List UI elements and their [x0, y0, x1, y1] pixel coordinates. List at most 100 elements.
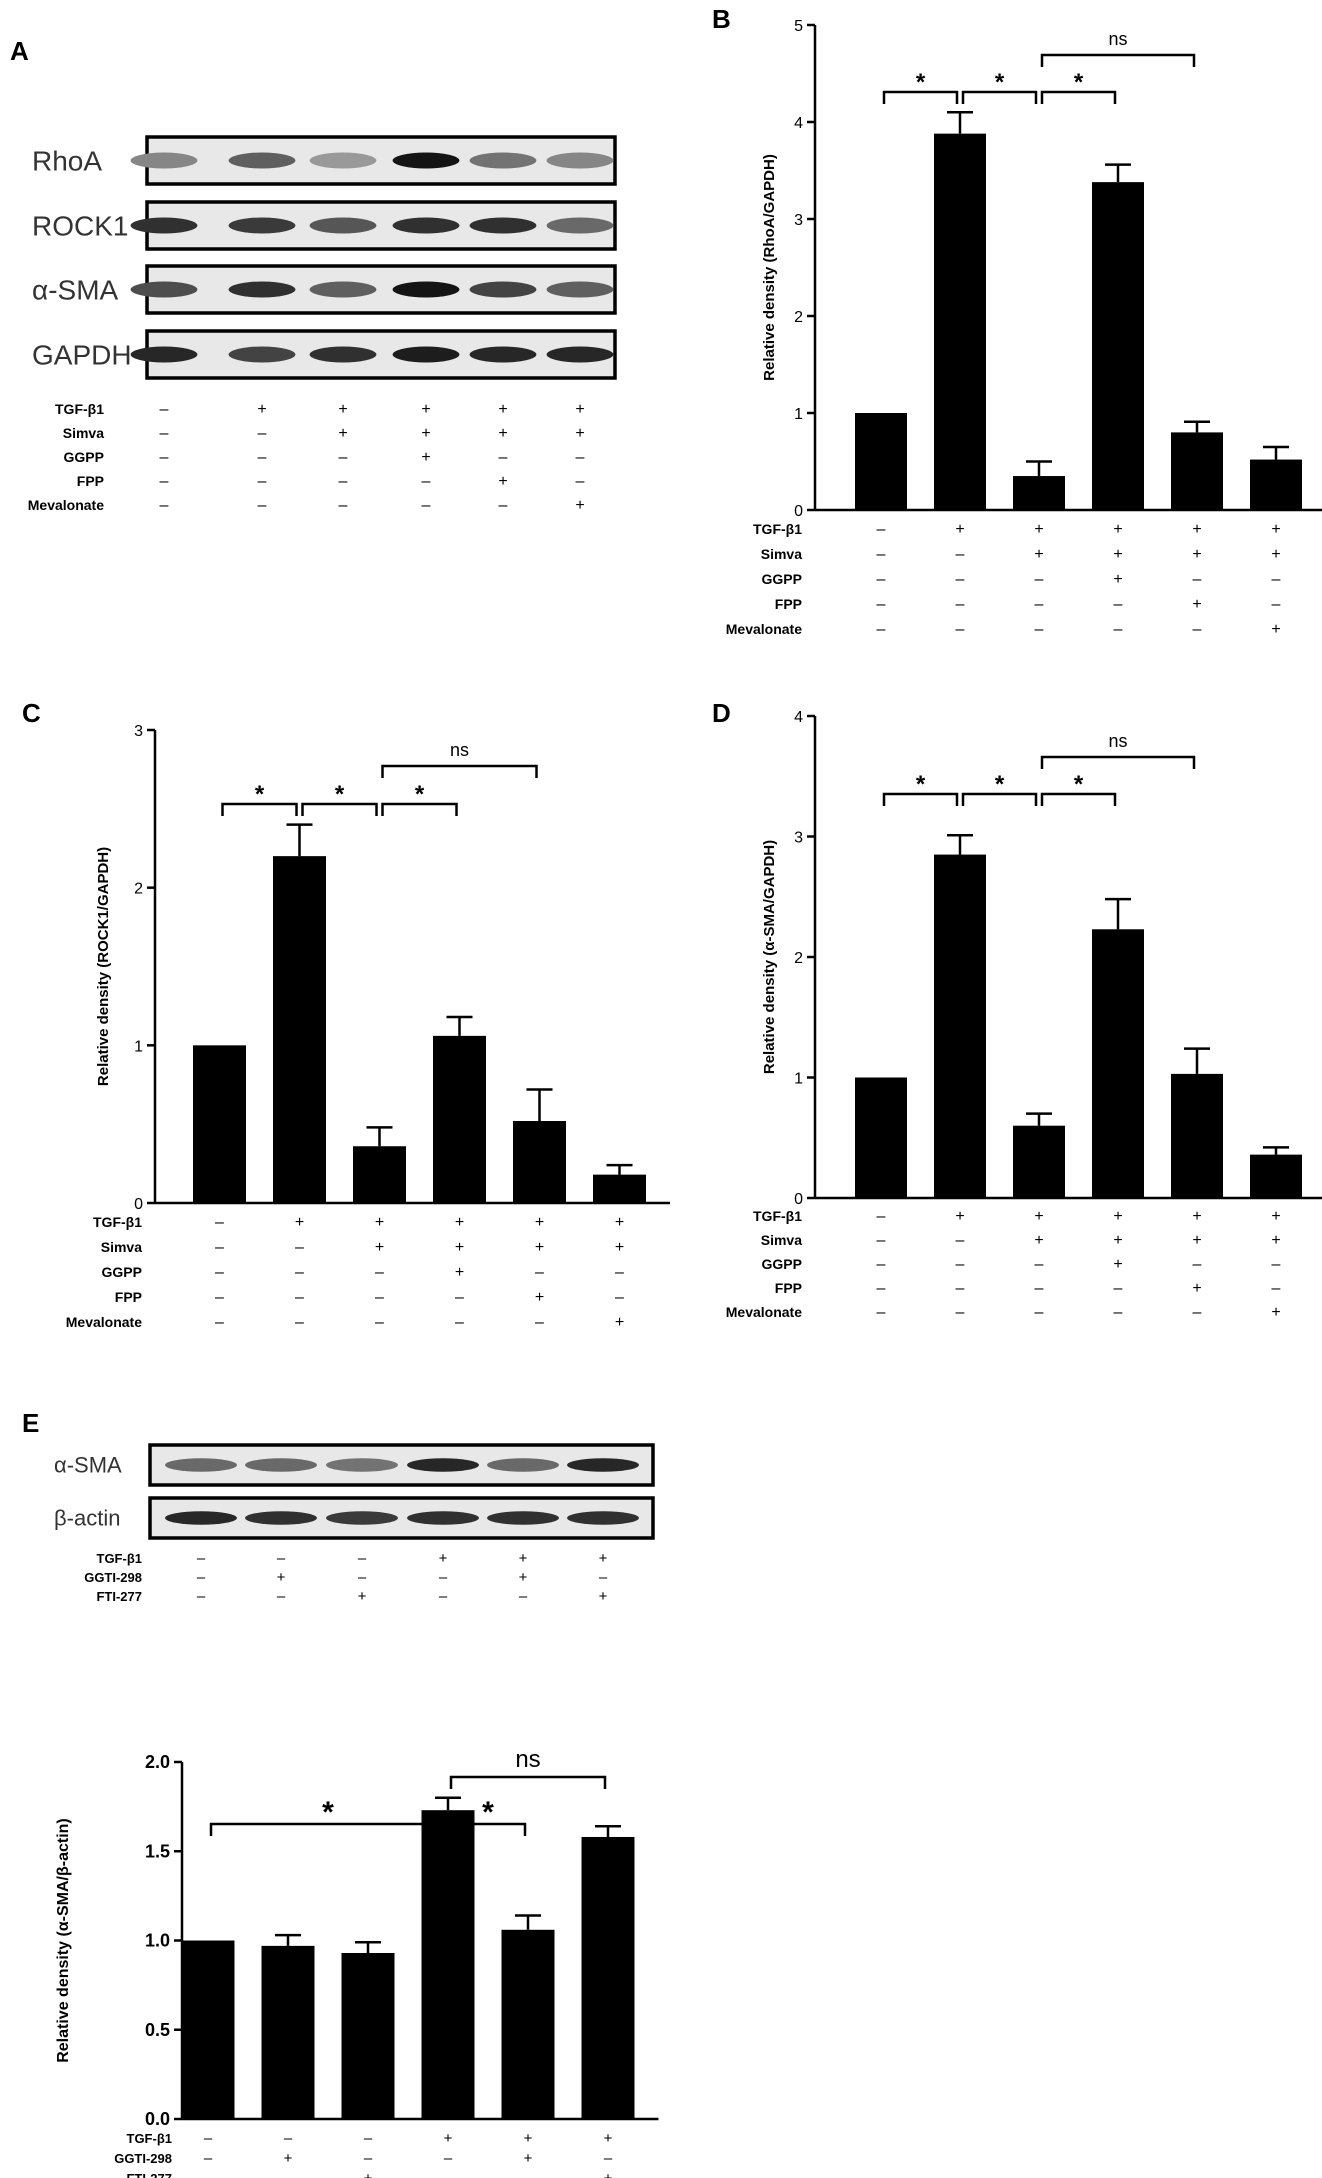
- chart-b-condition-sign: +: [1192, 546, 1201, 563]
- chart-c-condition-sign: –: [215, 1264, 224, 1281]
- chart-e-significance-label: ns: [515, 1746, 540, 1773]
- blot-a-band: [546, 152, 614, 169]
- chart-b-condition-sign: +: [1034, 521, 1043, 538]
- chart-b-condition-label: Simva: [761, 546, 802, 562]
- chart-b-condition-label: TGF-β1: [753, 521, 802, 537]
- chart-b-condition-sign: +: [1034, 546, 1043, 563]
- chart-c-significance-bracket: [381, 802, 458, 816]
- chart-b-bar: [1092, 182, 1144, 510]
- chart-c-condition-sign: +: [535, 1289, 544, 1306]
- chart-c-bar: [353, 1146, 406, 1203]
- chart-d-condition-sign: –: [877, 1256, 886, 1273]
- chart-b-condition-sign: +: [1113, 521, 1122, 538]
- chart-d-condition-sign: –: [1114, 1280, 1123, 1297]
- chart-c-condition-sign: –: [375, 1289, 384, 1306]
- chart-e-significance-bracket: [449, 1775, 607, 1789]
- chart-c-condition-sign: +: [535, 1239, 544, 1256]
- blot-e-band: [165, 1458, 237, 1472]
- blot-e-band: [165, 1511, 237, 1525]
- chart-c-condition-sign: –: [295, 1289, 304, 1306]
- blot-a-condition-sign: –: [422, 497, 431, 514]
- chart-b-condition-label: Mevalonate: [726, 621, 802, 637]
- chart-e-bar: [181, 1940, 235, 2119]
- blot-a-band: [309, 152, 377, 169]
- chart-b-condition-sign: –: [1035, 621, 1044, 638]
- blot-a-condition-sign: +: [575, 401, 584, 418]
- chart-d-condition-sign: –: [1272, 1256, 1281, 1273]
- chart-d-condition-sign: –: [877, 1280, 886, 1297]
- chart-b-condition-sign: –: [877, 521, 886, 538]
- blot-a-band-label: RhoA: [32, 145, 102, 176]
- chart-b-condition-sign: +: [1271, 621, 1280, 638]
- chart-e-condition-sign: –: [364, 2150, 373, 2167]
- chart-b-bar: [1171, 432, 1223, 510]
- chart-c-condition-sign: –: [455, 1314, 464, 1331]
- chart-e-y-tick-label: 0.0: [145, 2109, 170, 2129]
- chart-d-significance-label: *: [916, 771, 926, 798]
- blot-e-band: [326, 1458, 398, 1472]
- chart-d-condition-sign: –: [1114, 1304, 1123, 1321]
- chart-b-y-tick-label: 5: [794, 18, 803, 35]
- blot-a-band: [392, 217, 460, 234]
- panel-letter-a: A: [10, 36, 29, 66]
- blot-a-condition-sign: –: [160, 449, 169, 466]
- chart-d-bar: [855, 1077, 907, 1198]
- chart-b-condition-sign: –: [877, 546, 886, 563]
- blot-a-condition-sign: –: [258, 497, 267, 514]
- blot-e-condition-label: GGTI-298: [84, 1570, 142, 1585]
- chart-b-condition-sign: +: [1271, 546, 1280, 563]
- blot-a-condition-sign: –: [339, 449, 348, 466]
- chart-b-condition-sign: –: [956, 596, 965, 613]
- chart-d-significance-bracket: [1040, 792, 1117, 806]
- blot-a-condition-sign: +: [498, 473, 507, 490]
- blot-e-condition-sign: –: [277, 1588, 286, 1605]
- blot-e-band: [245, 1511, 317, 1525]
- blot-a-condition-sign: –: [258, 473, 267, 490]
- chart-b-significance-label: ns: [1108, 29, 1127, 49]
- blot-e-condition-sign: +: [439, 1550, 448, 1567]
- chart-b-condition-sign: –: [877, 621, 886, 638]
- chart-b-y-tick-label: 3: [794, 212, 803, 229]
- chart-c-condition-sign: +: [455, 1214, 464, 1231]
- chart-c-bar: [433, 1035, 486, 1203]
- blot-a-band-label: α-SMA: [32, 274, 119, 305]
- blot-e-band: [487, 1511, 559, 1525]
- chart-b-y-tick-label: 1: [794, 406, 803, 423]
- blot-a-condition-sign: +: [498, 425, 507, 442]
- chart-c-condition-label: Simva: [101, 1239, 142, 1255]
- chart-c-significance-bracket: [301, 802, 378, 816]
- blot-e-band: [567, 1511, 639, 1525]
- chart-b-significance-bracket: [1040, 53, 1196, 67]
- chart-d-y-tick-label: 2: [794, 950, 803, 967]
- chart-b-y-tick-label: 0: [794, 503, 803, 520]
- blot-a-band: [130, 217, 198, 234]
- chart-d-condition-sign: –: [956, 1256, 965, 1273]
- chart-d-condition-sign: +: [1271, 1232, 1280, 1249]
- chart-d-condition-sign: –: [877, 1208, 886, 1225]
- chart-e-condition-sign: +: [364, 2170, 373, 2178]
- chart-d-condition-sign: +: [1113, 1256, 1122, 1273]
- blot-a-condition-sign: +: [575, 425, 584, 442]
- chart-e-y-tick-label: 1.0: [145, 1931, 170, 1951]
- chart-c-condition-label: GGPP: [102, 1264, 142, 1280]
- chart-b-condition-sign: –: [1114, 621, 1123, 638]
- chart-e-condition-sign: +: [524, 2130, 533, 2147]
- chart-d-y-tick-label: 4: [794, 709, 803, 726]
- blot-e-condition-sign: +: [277, 1569, 286, 1586]
- chart-e-condition-sign: –: [604, 2150, 613, 2167]
- chart-e-y-tick-label: 1.5: [145, 1841, 170, 1861]
- blot-e-condition-sign: –: [197, 1550, 206, 1567]
- chart-d-y-tick-label: 0: [794, 1191, 803, 1208]
- chart-b-condition-sign: –: [1272, 596, 1281, 613]
- panel-letter-c: C: [22, 698, 41, 728]
- blot-a-condition-sign: –: [258, 449, 267, 466]
- blot-a-condition-sign: –: [499, 449, 508, 466]
- chart-d-condition-sign: –: [956, 1304, 965, 1321]
- chart-c-y-tick-label: 2: [134, 881, 143, 898]
- chart-c-condition-label: FPP: [115, 1289, 142, 1305]
- chart-c-condition-sign: +: [295, 1214, 304, 1231]
- chart-c-condition-label: TGF-β1: [93, 1214, 142, 1230]
- chart-b-condition-sign: –: [956, 621, 965, 638]
- chart-e-bar: [261, 1945, 315, 2119]
- chart-b-y-label: Relative density (RhoA/GAPDH): [761, 154, 778, 381]
